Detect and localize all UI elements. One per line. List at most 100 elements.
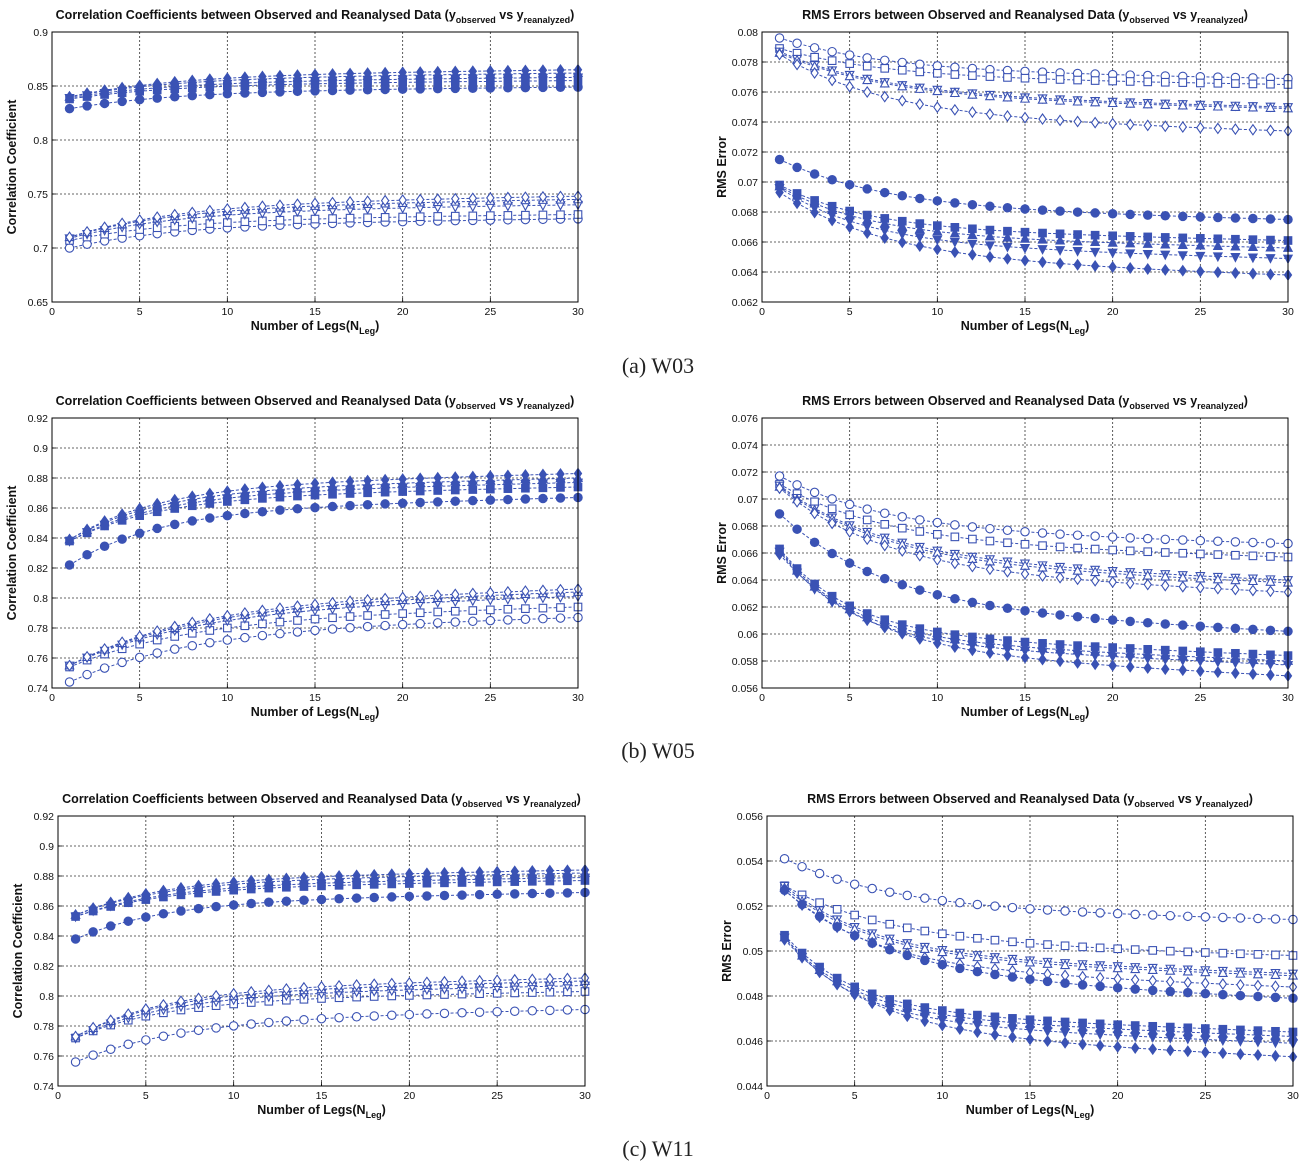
data-point [1020,605,1030,616]
data-point [398,591,407,604]
y-tick-label: 0.8 [33,135,48,147]
data-point [933,243,942,256]
data-point [880,539,889,552]
y-tick-label: 0.86 [34,901,55,913]
data-point [1003,73,1012,82]
data-point [989,953,1001,964]
data-point [920,893,930,903]
data-point [915,585,925,595]
data-point [281,896,292,906]
data-point [1038,256,1047,269]
data-point [1090,259,1100,272]
y-tick-label: 0.82 [28,563,49,575]
data-point [967,229,978,239]
data-point [141,1003,151,1016]
data-point [398,473,407,486]
data-point [345,67,355,80]
data-point [1196,265,1205,278]
data-point [779,885,790,895]
data-point [832,874,842,885]
data-point [827,548,837,559]
data-point [310,477,320,490]
chart-panel-5: 0 5 10 15 20 25 30 0.044 0.046 0.048 0.05 0.052 0.05… [720,792,1299,1120]
data-point [827,175,837,185]
data-point [1218,978,1228,991]
data-point [1112,1031,1123,1042]
data-point [82,225,92,238]
data-point [1024,1025,1036,1036]
data-point [792,480,802,490]
data-point [193,903,204,914]
data-point [317,870,326,883]
data-point [556,583,565,596]
y-tick-label: 0.054 [737,856,763,868]
data-point [433,65,442,78]
data-point [985,72,995,81]
data-point [990,1028,1000,1041]
data-point [984,90,996,101]
data-point [246,985,256,998]
data-point [1142,98,1153,109]
data-point [1107,652,1118,663]
data-point [433,212,443,221]
data-point [1201,1046,1210,1059]
data-point [1200,912,1211,922]
data-point [1143,119,1152,132]
y-tick-label: 0.058 [732,656,758,668]
data-point [1195,535,1206,546]
x-axis-label: Number of Legs(NLeg) [251,705,380,722]
data-point [422,976,432,989]
data-point [1002,231,1013,242]
data-point [880,64,890,73]
data-point [1182,1034,1193,1045]
data-point [538,603,548,613]
data-point [503,211,513,220]
data-point [1055,75,1065,84]
data-point [1142,533,1153,544]
plot-frame [761,31,1289,303]
data-point [398,212,407,222]
data-point [398,66,407,79]
data-point [82,101,92,111]
data-point [275,479,285,492]
data-point [1248,551,1258,561]
data-point [1147,985,1158,996]
chart-panel-2: 0 5 10 15 20 25 30 0.74 0.76 0.78 0.8 0.82 0.84 0.86 0… [5,394,584,722]
data-point [141,887,151,900]
data-point [950,641,960,654]
data-point [100,84,109,97]
data-point [985,523,995,534]
data-point [1161,120,1170,133]
data-point [117,81,127,94]
data-point [310,614,320,624]
data-point [862,566,872,577]
data-point [380,620,390,631]
data-point [1166,1044,1175,1057]
data-point [902,950,913,961]
y-axis-label: RMS Error [715,522,729,584]
data-point [299,1015,309,1025]
data-point [1178,535,1188,545]
data-point [862,53,872,63]
data-point [404,1009,415,1020]
data-point [257,630,268,641]
x-tick-label: 20 [397,306,409,318]
data-point [792,524,802,534]
x-axis-label: Number of Legs(NLeg) [251,319,380,336]
y-tick-label: 0.84 [28,533,49,545]
data-point [99,98,110,109]
y-tick-label: 0.06 [738,629,759,641]
data-point [556,467,565,480]
data-point [527,888,538,899]
data-point [282,872,291,885]
data-point [117,534,127,544]
data-point [71,1030,80,1043]
y-tick-label: 0.76 [34,1051,55,1063]
data-point [1108,76,1117,86]
data-point [440,975,449,988]
data-point [903,1010,912,1023]
chart-title: Correlation Coefficients between Observe… [56,8,575,25]
data-point [867,883,877,894]
data-point [510,973,519,986]
data-point [1147,910,1158,920]
